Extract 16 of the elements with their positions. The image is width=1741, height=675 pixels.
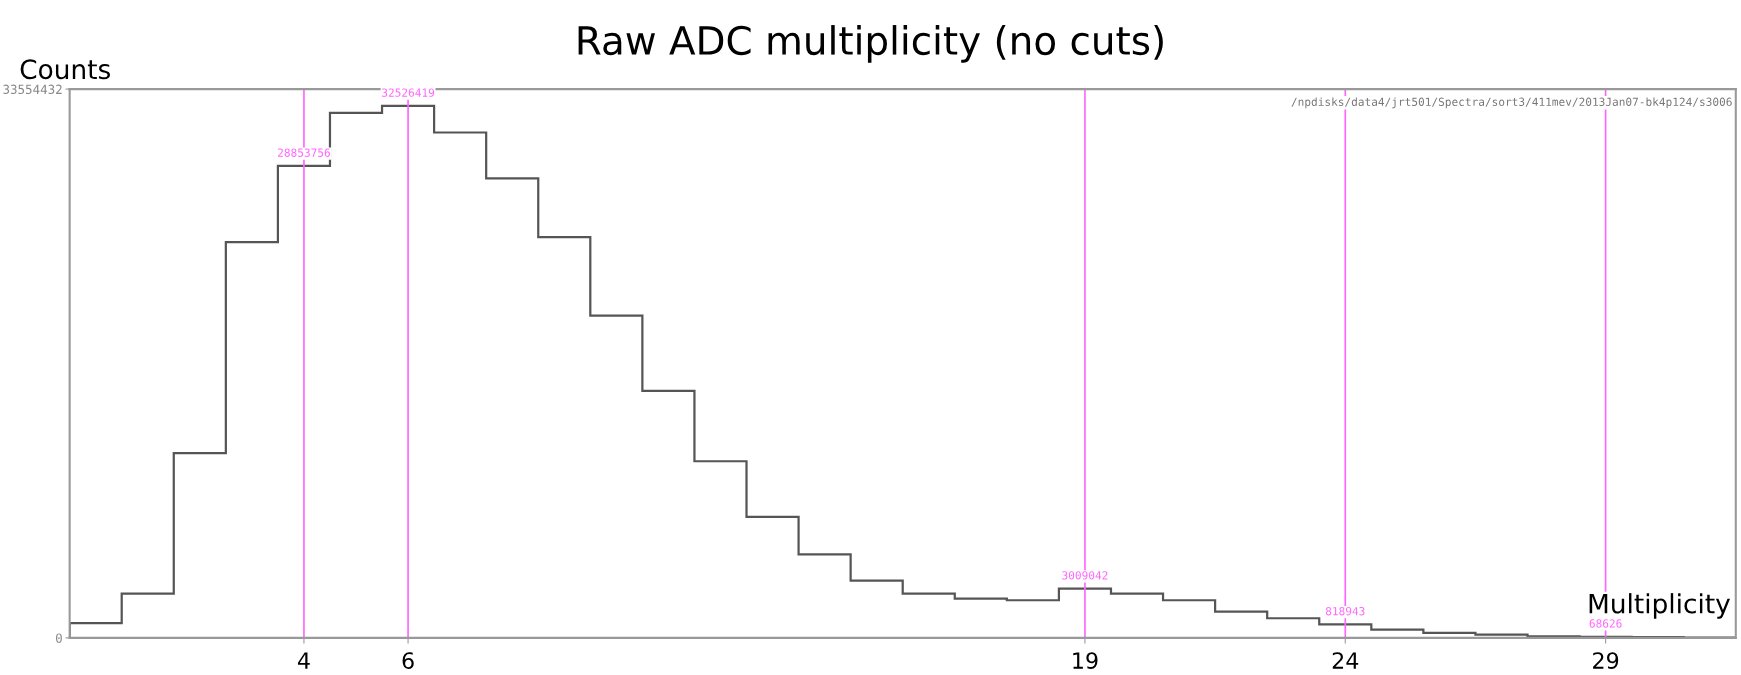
x-axis-title: Multiplicity bbox=[1589, 593, 1730, 619]
annotation: 32526419 bbox=[382, 88, 435, 97]
x-tick-label: 24 bbox=[1332, 652, 1359, 669]
y-tick-label: 0 bbox=[55, 633, 62, 643]
y-tick-label: 33554432 bbox=[3, 84, 62, 95]
annotation: 3009042 bbox=[1062, 571, 1108, 580]
annotation: 818943 bbox=[1325, 606, 1365, 616]
x-tick-label: 4 bbox=[297, 652, 310, 669]
x-tick-label: 6 bbox=[402, 652, 414, 669]
y-axis-title: Counts bbox=[20, 59, 110, 80]
annotation: 28853756 bbox=[278, 148, 330, 157]
annotation: 68626 bbox=[1589, 619, 1622, 628]
annotation: /npdisks/data4/jrt501/Spectra/sort3/411mev/2013Jan07-bk4p124/s3006 bbox=[1291, 97, 1732, 109]
x-tick-label: 19 bbox=[1073, 652, 1098, 669]
chart-title: Raw ADC multiplicity (no cuts) bbox=[578, 25, 1163, 63]
x-tick-label: 29 bbox=[1593, 652, 1619, 669]
